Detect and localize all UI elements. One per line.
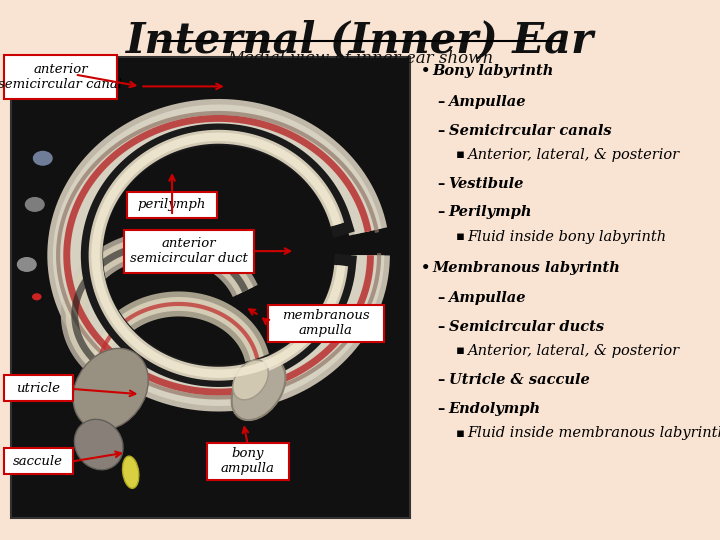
Text: Endolymph: Endolymph — [449, 402, 541, 416]
Text: •: • — [421, 261, 431, 275]
Text: Semicircular canals: Semicircular canals — [449, 124, 611, 138]
FancyBboxPatch shape — [268, 305, 384, 342]
Text: bony
ampulla: bony ampulla — [221, 447, 274, 475]
Text: –: – — [437, 94, 444, 109]
FancyBboxPatch shape — [127, 192, 217, 218]
Text: Medial view of inner ear shown: Medial view of inner ear shown — [227, 50, 493, 66]
FancyBboxPatch shape — [207, 443, 289, 480]
Text: ▪: ▪ — [456, 230, 465, 243]
Text: –: – — [437, 177, 444, 191]
Text: Ampullae: Ampullae — [449, 291, 526, 305]
Text: –: – — [437, 320, 444, 334]
Text: Anterior, lateral, & posterior: Anterior, lateral, & posterior — [467, 344, 680, 358]
Text: Ampullae: Ampullae — [449, 94, 526, 109]
FancyBboxPatch shape — [11, 57, 410, 518]
Text: membranous
ampulla: membranous ampulla — [282, 309, 369, 338]
Ellipse shape — [122, 456, 139, 488]
Text: Fluid inside membranous labyrinth: Fluid inside membranous labyrinth — [467, 426, 720, 440]
Text: –: – — [437, 205, 444, 219]
Ellipse shape — [233, 360, 269, 400]
Text: Anterior, lateral, & posterior: Anterior, lateral, & posterior — [467, 148, 680, 162]
Circle shape — [33, 151, 53, 166]
Text: Fluid inside bony labyrinth: Fluid inside bony labyrinth — [467, 230, 667, 244]
Text: –: – — [437, 124, 444, 138]
Circle shape — [24, 197, 45, 212]
Text: saccule: saccule — [13, 455, 63, 468]
Text: ▪: ▪ — [456, 148, 465, 161]
Text: –: – — [437, 291, 444, 305]
Circle shape — [17, 257, 37, 272]
FancyBboxPatch shape — [124, 230, 254, 273]
Ellipse shape — [232, 358, 285, 420]
Text: perilymph: perilymph — [138, 198, 206, 211]
Text: anterior
semicircular duct: anterior semicircular duct — [130, 238, 248, 265]
FancyBboxPatch shape — [4, 375, 73, 401]
Text: Internal (Inner) Ear: Internal (Inner) Ear — [126, 19, 594, 61]
Text: –: – — [437, 373, 444, 387]
Text: Vestibule: Vestibule — [449, 177, 524, 191]
FancyBboxPatch shape — [4, 55, 117, 99]
Ellipse shape — [73, 348, 148, 430]
Text: –: – — [437, 402, 444, 416]
Text: Semicircular ducts: Semicircular ducts — [449, 320, 603, 334]
Circle shape — [32, 293, 42, 300]
Text: ▪: ▪ — [456, 345, 465, 357]
Text: •: • — [421, 64, 431, 78]
Text: Membranous labyrinth: Membranous labyrinth — [433, 261, 621, 275]
Text: Utricle & saccule: Utricle & saccule — [449, 373, 589, 387]
Text: anterior
semicircular canal: anterior semicircular canal — [0, 63, 122, 91]
Text: Perilymph: Perilymph — [449, 205, 532, 219]
Text: Bony labyrinth: Bony labyrinth — [433, 64, 554, 78]
FancyBboxPatch shape — [4, 448, 73, 474]
Text: utricle: utricle — [16, 382, 60, 395]
Text: ▪: ▪ — [456, 427, 465, 440]
Ellipse shape — [74, 420, 123, 470]
